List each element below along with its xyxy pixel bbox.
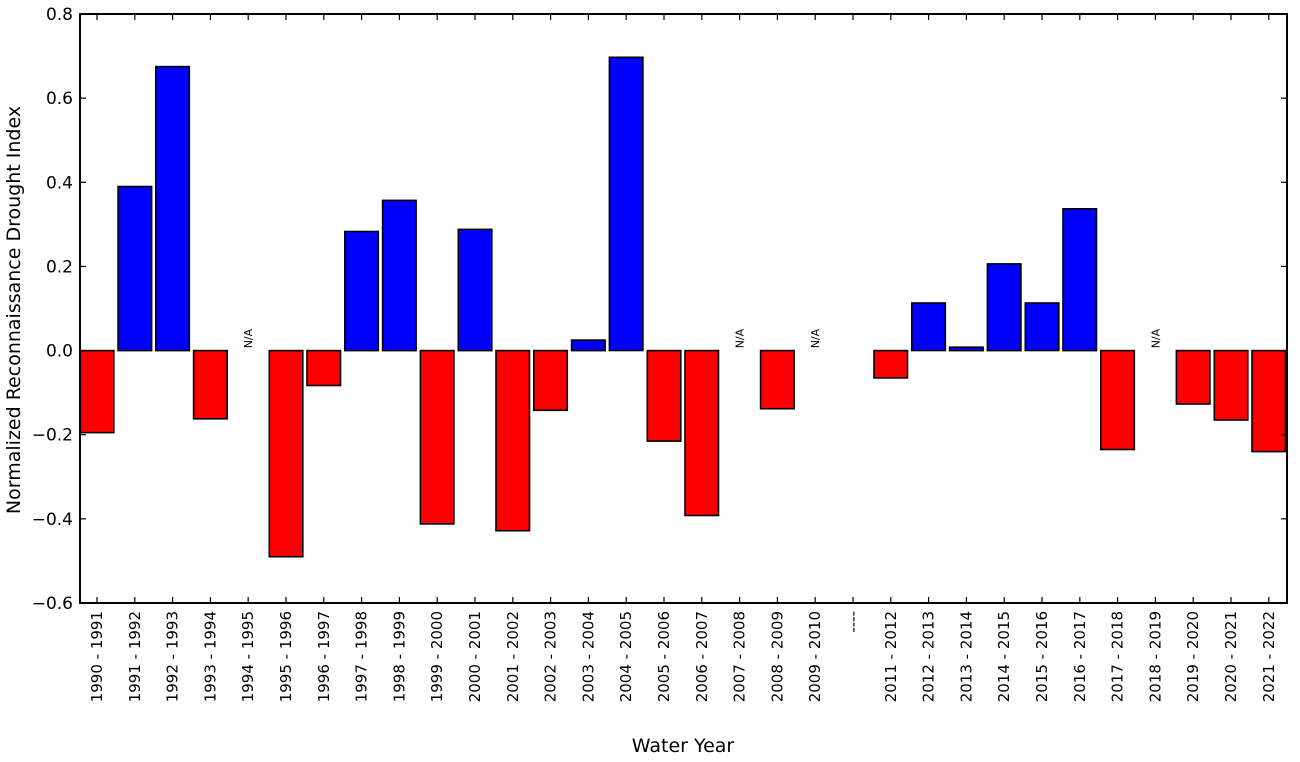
- x-tick-label: 1992 - 1993: [164, 611, 182, 702]
- y-tick-label: −0.4: [32, 510, 73, 530]
- x-tick-label: 2021 - 2022: [1260, 611, 1278, 702]
- bar: [1100, 349, 1136, 451]
- bar: [759, 349, 795, 410]
- x-tick-label: 2014 - 2015: [995, 611, 1013, 702]
- bar: [873, 349, 909, 379]
- x-tick-label: 2001 - 2002: [504, 611, 522, 702]
- bar: [268, 349, 304, 558]
- y-tick-label: 0.6: [46, 89, 73, 109]
- x-tick-label: 2004 - 2005: [617, 611, 635, 702]
- bar: [532, 349, 569, 412]
- x-tick-label: 2000 - 2001: [466, 611, 484, 702]
- x-tick-label: 1993 - 1994: [201, 611, 219, 702]
- x-tick-label: 1998 - 1999: [390, 611, 408, 702]
- x-tick-label: 1996 - 1997: [315, 611, 333, 702]
- y-tick-label: 0.4: [46, 173, 73, 193]
- y-axis-title: Normalized Reconnaissance Drought Index: [3, 106, 25, 514]
- x-tick-label: 2019 - 2020: [1184, 611, 1202, 702]
- x-tick-label: 2016 - 2017: [1071, 611, 1089, 702]
- x-tick-label: 2006 - 2007: [693, 611, 711, 702]
- bar: [192, 349, 228, 420]
- plot-frame: [79, 13, 1288, 604]
- bar: [457, 228, 493, 352]
- na-label: N/A: [242, 328, 255, 348]
- bar: [608, 56, 644, 352]
- x-tick-label: 2018 - 2019: [1146, 611, 1164, 702]
- x-tick-label: 1999 - 2000: [428, 611, 446, 702]
- bar: [1062, 208, 1098, 352]
- bar: [419, 349, 455, 525]
- bars-group: [79, 56, 1287, 558]
- x-tick-label: 2020 - 2021: [1222, 611, 1240, 702]
- y-tick-label: −0.2: [32, 426, 73, 446]
- x-tick-label: 2008 - 2009: [768, 611, 786, 702]
- x-axis: 1990 - 1991 1991 - 1992 1992 - 1993 1993 - …: [88, 14, 1278, 702]
- bar: [1213, 349, 1249, 421]
- x-tick-label: 1995 - 1996: [277, 611, 295, 702]
- y-tick-label: −0.6: [32, 594, 73, 614]
- bar: [79, 349, 115, 434]
- x-tick-label: 1990 - 1991: [88, 611, 106, 702]
- na-label: N/A: [809, 328, 822, 348]
- x-tick-label: 2011 - 2012: [882, 611, 900, 702]
- bar: [948, 346, 984, 352]
- x-tick-label: 2012 - 2013: [920, 611, 938, 702]
- x-tick-label: 2015 - 2016: [1033, 611, 1051, 702]
- bar: [1024, 302, 1060, 352]
- bar: [1175, 349, 1211, 405]
- na-label: N/A: [734, 328, 747, 348]
- x-axis-title: Water Year: [632, 735, 735, 757]
- bar: [495, 349, 531, 532]
- x-tick-label: 1991 - 1992: [126, 611, 144, 702]
- x-tick-label: 2005 - 2006: [655, 611, 673, 702]
- y-axis: −0.6 −0.4 −0.2 0.0 0.2 0.4 0.6 0.8: [32, 5, 1287, 614]
- bar: [684, 349, 720, 517]
- bar: [646, 349, 682, 442]
- x-tick-label: 2009 - 2010: [806, 611, 824, 702]
- x-tick-label: 2002 - 2003: [542, 611, 560, 702]
- x-tick-label: 2007 - 2008: [731, 611, 749, 702]
- x-tick-label: 2013 - 2014: [957, 611, 975, 702]
- x-tick-label: 2003 - 2004: [579, 611, 597, 702]
- bar: [1251, 349, 1287, 453]
- x-tick-label: 2017 - 2018: [1109, 611, 1127, 702]
- y-tick-label: 0.0: [46, 342, 73, 362]
- y-tick-label: 0.2: [46, 257, 73, 277]
- x-tick-label: 1994 - 1995: [239, 611, 257, 702]
- bar: [343, 230, 380, 352]
- bar: [155, 65, 191, 352]
- bar: [570, 339, 606, 352]
- x-tick-label: ----: [844, 611, 862, 633]
- bar: [381, 199, 417, 352]
- y-tick-label: 0.8: [46, 5, 73, 25]
- na-label: N/A: [1149, 328, 1162, 348]
- bar: [117, 185, 153, 352]
- bar: [986, 263, 1022, 352]
- bar: [306, 349, 342, 387]
- x-tick-label: 1997 - 1998: [353, 611, 371, 702]
- bar: [910, 302, 947, 352]
- na-labels-group: N/A N/A N/A N/A: [242, 328, 1162, 348]
